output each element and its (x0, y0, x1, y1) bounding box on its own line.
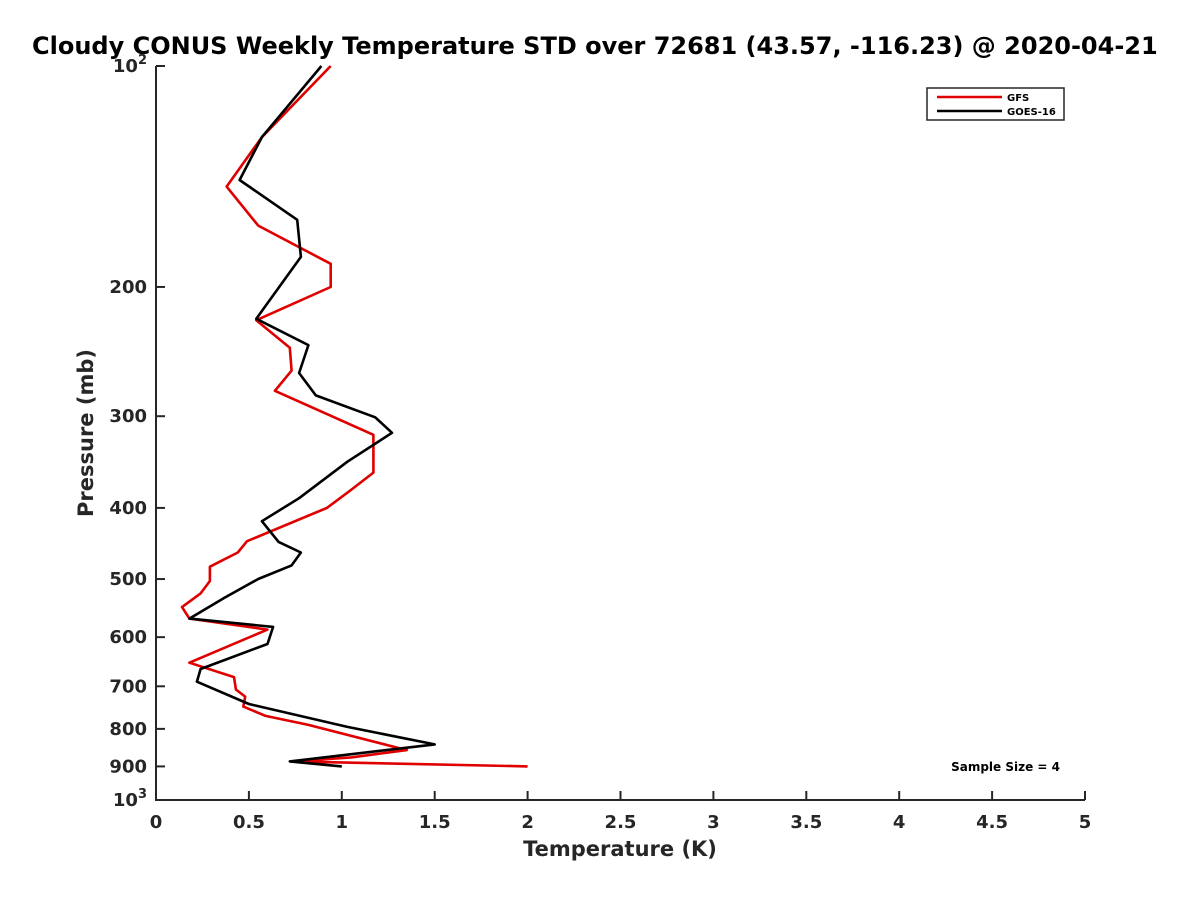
y-tick-label: 200 (109, 277, 147, 298)
x-tick-label: 3 (707, 812, 720, 833)
legend-box (926, 87, 1065, 121)
y-tick-label: 400 (109, 498, 147, 519)
x-tick-label: 3.5 (790, 812, 822, 833)
x-tick-label: 2 (521, 812, 534, 833)
sample-size-annotation: Sample Size = 4 (951, 760, 1060, 774)
y-tick-label: 700 (109, 676, 147, 697)
x-tick-label: 0 (150, 812, 163, 833)
y-tick-label: 300 (109, 406, 147, 427)
y-axis-label: Pressure (mb) (74, 349, 98, 517)
x-tick-label: 4.5 (976, 812, 1008, 833)
axes (155, 66, 1085, 801)
chart-title: Cloudy CONUS Weekly Temperature STD over… (32, 32, 1158, 60)
legend-label: GFS (1007, 93, 1029, 104)
legend-label: GOES-16 (1007, 107, 1056, 118)
x-tick-label: 2.5 (605, 812, 637, 833)
x-tick-label: 4 (893, 812, 906, 833)
series-line-goes-16 (188, 65, 437, 768)
legend: GFS GOES-16 (926, 87, 1065, 121)
y-tick-label: 800 (109, 719, 147, 740)
y-tick-label: 102 (113, 53, 147, 77)
y-tick-label: 500 (109, 569, 147, 590)
y-tick-label: 103 (113, 787, 147, 811)
plot-area (180, 65, 528, 768)
y-axis-ticks: 102 200 300 400 500 600 700 800 900 103 (109, 53, 165, 811)
series-line-gfs (180, 65, 528, 768)
y-tick-label: 600 (109, 627, 147, 648)
x-tick-label: 0.5 (233, 812, 265, 833)
x-tick-label: 5 (1079, 812, 1092, 833)
x-tick-label: 1 (336, 812, 349, 833)
x-axis-label: Temperature (K) (523, 837, 717, 861)
y-tick-label: 900 (109, 756, 147, 777)
x-tick-label: 1.5 (419, 812, 451, 833)
x-axis-ticks: 0 0.5 1 1.5 2 2.5 3 3.5 4 4.5 5 (150, 791, 1092, 833)
